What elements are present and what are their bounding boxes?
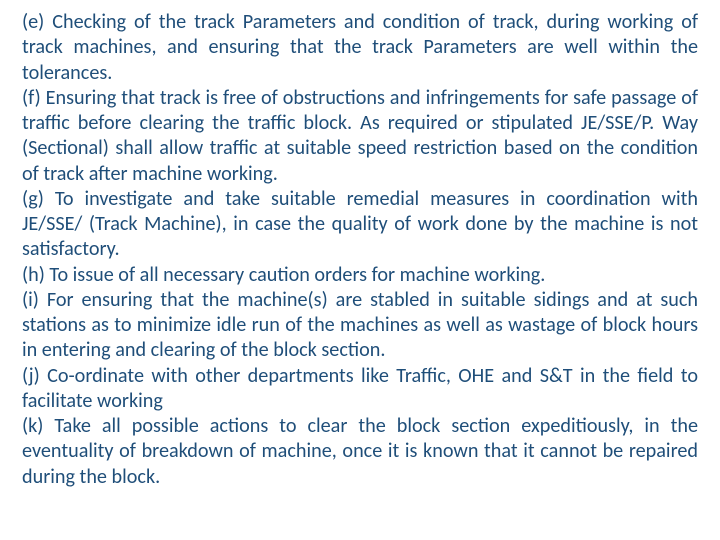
- list-item-k: (k) Take all possible actions to clear t…: [22, 414, 698, 490]
- list-item-h: (h) To issue of all necessary caution or…: [22, 263, 698, 288]
- list-item-j: (j) Co-ordinate with other departments l…: [22, 364, 698, 415]
- list-item-f: (f) Ensuring that track is free of obstr…: [22, 86, 698, 187]
- list-item-g: (g) To investigate and take suitable rem…: [22, 187, 698, 263]
- list-item-i: (i) For ensuring that the machine(s) are…: [22, 288, 698, 364]
- document-page: (e) Checking of the track Parameters and…: [0, 0, 720, 540]
- list-item-e: (e) Checking of the track Parameters and…: [22, 10, 698, 86]
